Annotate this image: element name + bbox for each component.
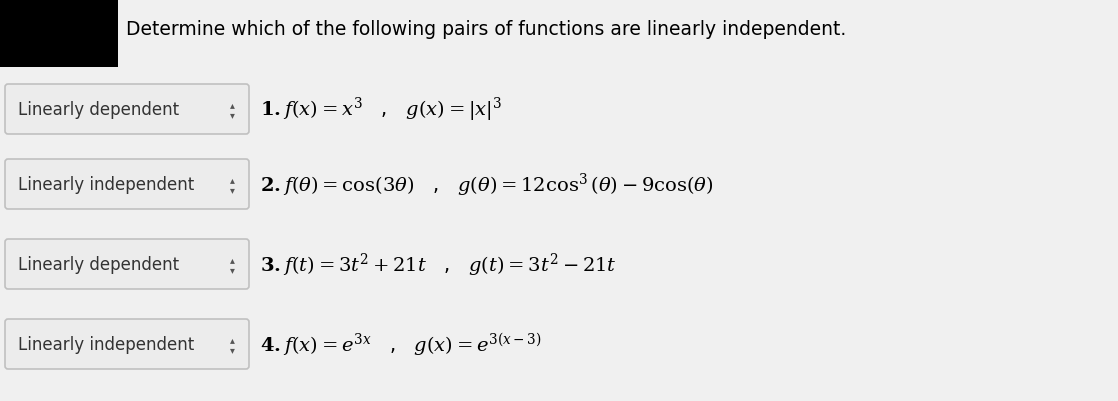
Text: ▾: ▾: [229, 344, 235, 354]
Text: ▾: ▾: [229, 184, 235, 194]
Text: Determine which of the following pairs of functions are linearly independent.: Determine which of the following pairs o…: [126, 20, 846, 39]
Text: $\mathbf{3.}f(t) = 3t^2 + 21t$   ,   $g(t) = 3t^2 - 21t$: $\mathbf{3.}f(t) = 3t^2 + 21t$ , $g(t) =…: [260, 251, 617, 278]
Text: ▾: ▾: [229, 264, 235, 274]
Text: Linearly dependent: Linearly dependent: [18, 255, 179, 273]
Text: ▾: ▾: [229, 110, 235, 120]
Text: $\mathbf{2.}f(\theta) = \cos(3\theta)$   ,   $g(\theta) = 12\cos^3(\theta) - 9\c: $\mathbf{2.}f(\theta) = \cos(3\theta)$ ,…: [260, 171, 713, 198]
Text: ▴: ▴: [229, 334, 235, 344]
FancyBboxPatch shape: [4, 160, 249, 209]
Text: $\mathbf{1.}f(x) = x^3$   ,   $g(x) = |x|^3$: $\mathbf{1.}f(x) = x^3$ , $g(x) = |x|^3$: [260, 96, 502, 124]
Bar: [0, 0, 119, 68]
Text: Linearly independent: Linearly independent: [18, 335, 195, 353]
Text: ▴: ▴: [229, 100, 235, 110]
Text: ▴: ▴: [229, 254, 235, 264]
FancyBboxPatch shape: [4, 85, 249, 135]
Text: $\mathbf{4.}f(x) = e^{3x}$   ,   $g(x) = e^{3(x-3)}$: $\mathbf{4.}f(x) = e^{3x}$ , $g(x) = e^{…: [260, 330, 542, 358]
Text: ▴: ▴: [229, 174, 235, 184]
FancyBboxPatch shape: [4, 239, 249, 289]
Text: Linearly independent: Linearly independent: [18, 176, 195, 194]
Text: Linearly dependent: Linearly dependent: [18, 101, 179, 119]
FancyBboxPatch shape: [4, 319, 249, 369]
